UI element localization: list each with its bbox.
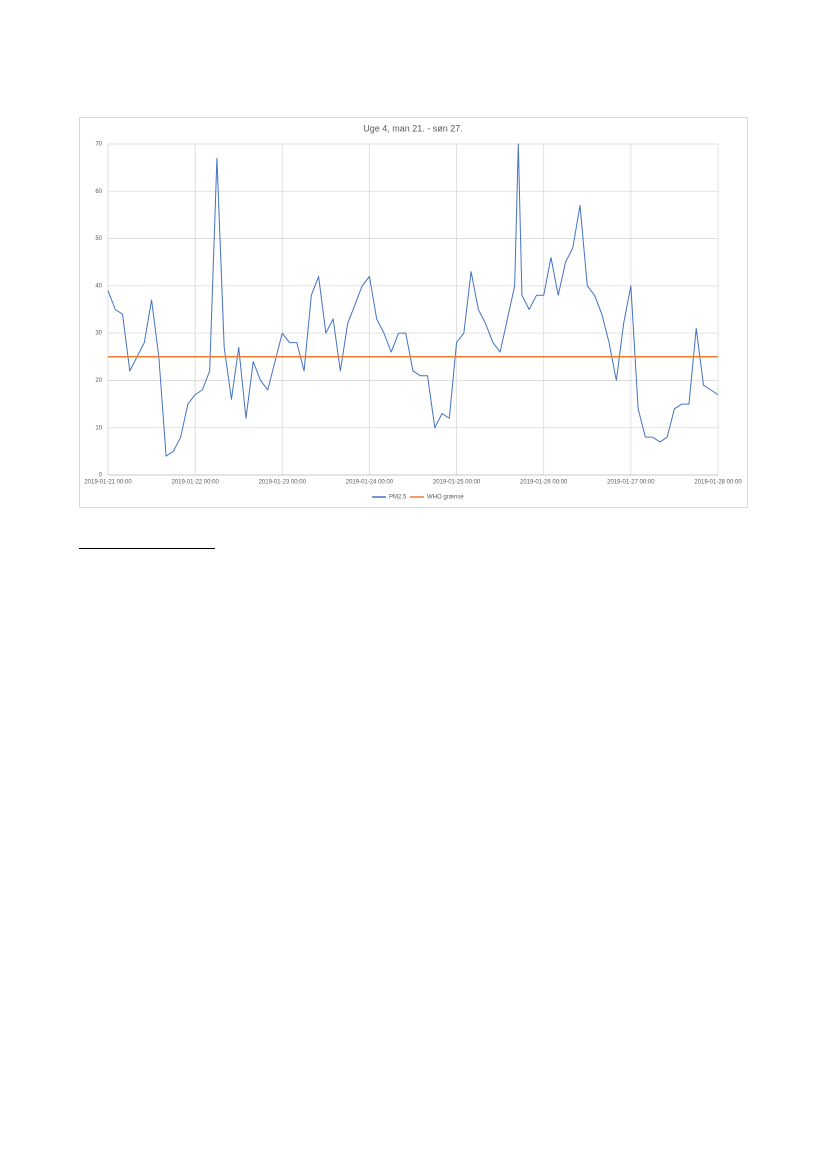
x-tick-label: 2019-01-21 00:00 — [84, 480, 132, 486]
y-tick-label: 30 — [95, 331, 102, 337]
y-tick-label: 50 — [95, 236, 102, 242]
x-tick-label: 2019-01-24 00:00 — [346, 480, 394, 486]
x-tick-label: 2019-01-26 00:00 — [520, 480, 568, 486]
legend-label: WHO grænse — [427, 495, 464, 501]
legend-label: PM2.5 — [389, 495, 407, 501]
chart-frame — [79, 117, 748, 508]
x-tick-label: 2019-01-25 00:00 — [433, 480, 481, 486]
x-tick-label: 2019-01-23 00:00 — [259, 480, 307, 486]
series-line — [107, 143, 719, 457]
y-tick-label: 0 — [99, 473, 103, 479]
y-tick-label: 20 — [95, 378, 102, 384]
x-tick-label: 2019-01-22 00:00 — [171, 480, 219, 486]
y-tick-label: 60 — [95, 189, 102, 195]
y-tick-label: 40 — [95, 283, 102, 289]
y-tick-label: 10 — [95, 425, 102, 431]
x-tick-label: 2019-01-27 00:00 — [607, 480, 655, 486]
y-tick-label: 70 — [95, 142, 102, 148]
chart-title: Uge 4, man 21. - søn 27. — [363, 123, 463, 133]
x-tick-label: 2019-01-28 00:00 — [694, 480, 742, 486]
